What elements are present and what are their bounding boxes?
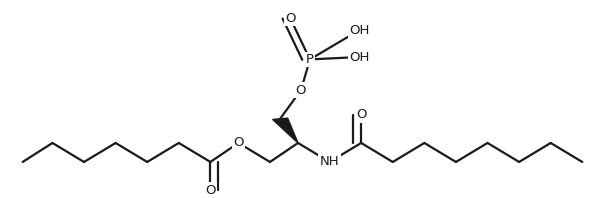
Text: NH: NH	[320, 155, 339, 168]
Text: O: O	[356, 108, 367, 121]
Text: O: O	[296, 84, 306, 97]
Text: O: O	[205, 184, 216, 197]
Text: OH: OH	[349, 24, 370, 37]
Text: P: P	[306, 53, 314, 66]
Text: OH: OH	[349, 50, 370, 64]
Text: O: O	[233, 136, 244, 149]
Polygon shape	[272, 118, 298, 143]
Text: O: O	[285, 12, 296, 25]
